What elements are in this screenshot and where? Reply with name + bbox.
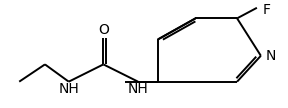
- Text: O: O: [98, 23, 109, 37]
- Text: NH: NH: [58, 82, 79, 96]
- Text: N: N: [266, 49, 276, 63]
- Text: NH: NH: [128, 82, 148, 96]
- Text: F: F: [263, 3, 271, 17]
